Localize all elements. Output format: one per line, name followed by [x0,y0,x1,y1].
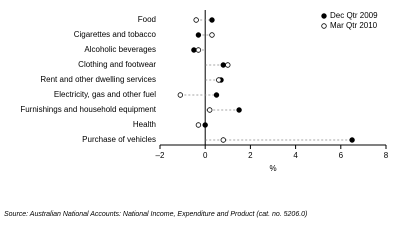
category-label: Electricity, gas and other fuel [54,90,156,99]
x-tick-label: 4 [293,151,298,160]
legend-label: Dec Qtr 2009 [330,11,378,20]
category-label: Rent and other dwelling services [40,75,156,84]
dot-marker [207,107,213,113]
dot-marker [213,92,220,98]
dot-marker [202,122,208,128]
dot-marker [177,92,184,98]
dot-marker [195,122,202,128]
dot-marker [209,17,215,23]
category-label: Purchase of vehicles [82,135,156,144]
dot-marker [349,137,355,143]
x-tick-label: –2 [156,151,165,160]
legend-marker [321,23,327,29]
x-tick-label: 8 [384,151,389,160]
dot-marker [216,77,222,83]
dot-marker [193,17,199,23]
dot-marker [195,47,202,53]
dot-marker [236,107,242,113]
legend-label: Mar Qtr 2010 [330,21,378,30]
category-label: Food [138,15,156,24]
category-label: Furnishings and household equipment [20,105,156,114]
dot-marker [225,62,231,68]
x-tick-label: 2 [248,151,253,160]
dot-marker [220,137,226,143]
dot-marker [195,32,202,38]
source-note: Source: Australian National Accounts: Na… [4,211,307,218]
dot-marker [209,32,215,38]
category-label: Health [133,120,156,129]
x-tick-label: 0 [203,151,208,160]
category-label: Cigarettes and tobacco [74,30,157,39]
x-tick-label: 6 [339,151,344,160]
dot-marker [220,62,226,68]
category-label: Clothing and footwear [78,60,156,69]
legend-marker [321,13,327,19]
category-label: Alcoholic beverages [84,45,156,54]
chart: Source: Australian National Accounts: Na… [4,10,389,218]
x-axis-label: % [269,164,276,173]
dot-marker [191,47,197,53]
